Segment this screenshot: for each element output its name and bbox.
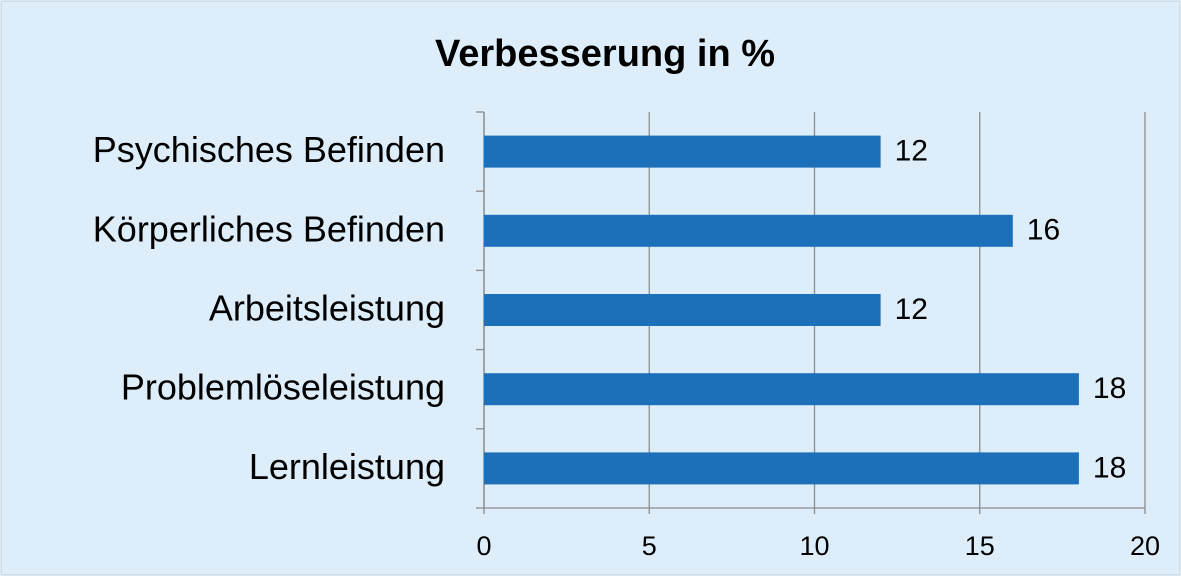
bar (484, 294, 881, 326)
bar (484, 214, 1013, 247)
x-tick-label: 0 (476, 531, 491, 561)
x-tick-label: 20 (1130, 531, 1160, 561)
y-tick-label: Lernleistung (249, 446, 445, 487)
y-tick-label: Arbeitsleistung (209, 288, 445, 329)
x-tick-label: 5 (642, 531, 657, 561)
data-label: 12 (895, 293, 928, 326)
data-label: 12 (895, 135, 928, 168)
data-label: 18 (1093, 372, 1126, 405)
x-tick-label: 10 (799, 531, 829, 561)
data-label: 18 (1093, 451, 1126, 484)
y-tick-label: Körperliches Befinden (93, 208, 445, 249)
y-tick-label: Problemlöseleistung (121, 367, 445, 408)
x-tick-label: 15 (965, 531, 995, 561)
bar (484, 373, 1079, 406)
bar (484, 135, 881, 168)
data-label: 16 (1027, 214, 1060, 247)
y-tick-label: Psychisches Befinden (93, 129, 445, 170)
chart-title: Verbesserung in % (435, 33, 775, 75)
bar (484, 452, 1079, 485)
